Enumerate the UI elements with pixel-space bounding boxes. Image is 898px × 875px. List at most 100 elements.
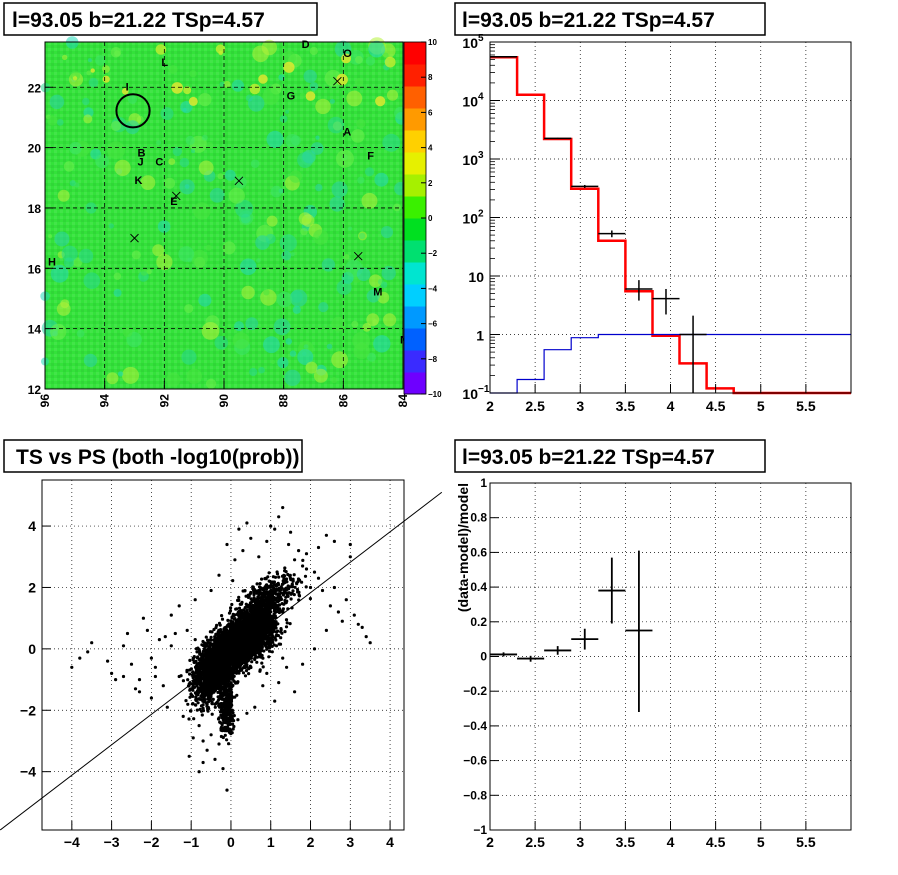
scatter-point	[234, 607, 238, 611]
skymap-blob	[183, 86, 192, 95]
scatter-point	[199, 704, 204, 708]
skymap-blob	[54, 231, 70, 247]
skymap-blob	[289, 170, 303, 183]
scatter-point	[194, 695, 198, 699]
x-tick-label: 94	[98, 394, 112, 408]
scatter-point	[188, 681, 192, 685]
scatter-point	[219, 628, 223, 632]
scatter-point	[236, 617, 241, 621]
scatter-point	[208, 695, 212, 699]
scatter-point	[249, 620, 253, 625]
skymap-blob	[386, 89, 399, 101]
scatter-point	[212, 656, 216, 660]
skymap-blob	[285, 109, 290, 114]
scatter-point	[214, 680, 218, 684]
colorbar-swatch	[404, 196, 426, 219]
scatter-point	[217, 703, 221, 707]
skymap-blob	[219, 81, 225, 87]
scatter-point	[199, 683, 203, 687]
scatter-point	[214, 632, 218, 636]
y-tick-label: 10	[462, 386, 478, 402]
skymap-blob	[184, 304, 194, 314]
skymap-blob	[122, 366, 139, 384]
scatter-point	[284, 625, 289, 629]
scatter-point	[207, 700, 211, 704]
scatter-point	[246, 626, 250, 630]
scatter-point	[258, 640, 262, 645]
scatter-point	[192, 717, 196, 721]
scatter-point	[274, 644, 279, 648]
skymap-blob	[331, 351, 348, 369]
skymap-blob	[155, 44, 167, 55]
skymap-blob	[299, 92, 306, 99]
scatter-point	[258, 613, 262, 617]
scatter-point	[203, 681, 207, 686]
scatter-point	[225, 638, 229, 642]
skymap-blob	[276, 291, 293, 308]
skymap-blob	[384, 56, 396, 68]
colorbar-tick-label: −6	[428, 320, 438, 329]
scatter-point	[198, 687, 202, 691]
scatter-point	[260, 661, 264, 665]
skymap-blob	[292, 305, 301, 314]
y-tick-label: 12	[28, 383, 42, 397]
scatter-point	[243, 674, 248, 678]
x-tick-label: 2	[486, 398, 494, 414]
data-point	[598, 230, 626, 238]
scatter-point	[257, 655, 261, 659]
skymap-blob	[47, 115, 58, 126]
scatter-point	[272, 629, 276, 633]
colorbar-tick-label: 4	[428, 144, 433, 153]
skymap-blob	[49, 94, 65, 110]
scatter-point	[248, 640, 252, 644]
skymap-blob	[270, 359, 276, 365]
scatter-point	[269, 641, 273, 646]
scatter-point	[250, 660, 254, 664]
skymap-blob	[218, 50, 223, 56]
scatter-point	[244, 620, 248, 624]
scatter-point	[242, 665, 246, 670]
scatter-point	[203, 700, 207, 704]
skymap-blob	[250, 159, 260, 168]
skymap-blob	[310, 142, 324, 155]
scatter-point	[194, 666, 198, 671]
scatter-point	[239, 661, 243, 665]
scatter-point	[248, 649, 252, 653]
colorbar-swatch	[404, 108, 426, 131]
skymap-blob	[343, 254, 350, 260]
scatter-point	[220, 672, 224, 676]
scatter-point	[236, 642, 240, 646]
scatter-point	[236, 632, 240, 636]
skymap-blob	[72, 76, 78, 81]
scatter-point	[196, 646, 200, 650]
x-tick-label: 5.5	[796, 398, 816, 414]
scatter-point	[203, 660, 207, 664]
scatter-point	[242, 660, 246, 665]
scatter-point	[233, 680, 237, 684]
scatter-point	[220, 642, 224, 647]
scatter-point	[198, 689, 202, 694]
skymap-blob	[302, 149, 316, 164]
skymap-blob	[393, 203, 401, 212]
scatter-point	[245, 642, 249, 646]
skymap-blob	[366, 289, 380, 303]
scatter-point	[226, 618, 230, 623]
scatter-point	[209, 674, 213, 678]
skymap-blob	[359, 232, 366, 240]
colorbar-swatch	[404, 218, 426, 241]
skymap-blob	[76, 329, 85, 338]
y-tick-label: 20	[28, 142, 42, 156]
data-point	[679, 315, 707, 393]
scatter-point	[214, 676, 218, 681]
colorbar-tick-label: −8	[428, 355, 438, 364]
scatter-point	[272, 623, 276, 627]
scatter-point	[258, 651, 262, 655]
scatter-point	[200, 692, 204, 697]
scatter-point	[259, 623, 263, 627]
colorbar-swatch	[404, 372, 426, 395]
skymap-blob	[83, 114, 93, 124]
scatter-point	[245, 665, 249, 669]
scatter-point	[209, 688, 213, 692]
